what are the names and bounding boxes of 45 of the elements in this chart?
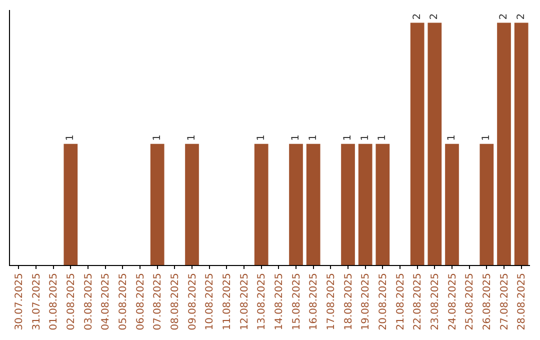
data-label: 1 <box>360 134 371 141</box>
x-tick-label: 04.08.2025 <box>100 273 112 330</box>
data-label: 1 <box>186 134 198 141</box>
x-tick-label: 22.08.2025 <box>412 273 424 330</box>
x-tick-label: 01.08.2025 <box>48 273 60 330</box>
data-label: 1 <box>308 134 319 141</box>
x-tick-label: 26.08.2025 <box>482 273 493 330</box>
x-tick-label: 08.08.2025 <box>170 273 181 330</box>
x-tick-label: 12.08.2025 <box>239 273 250 330</box>
x-tick-label: 16.08.2025 <box>308 273 320 330</box>
data-label: 1 <box>342 134 354 141</box>
x-tick-label: 06.08.2025 <box>135 273 146 330</box>
data-label: 1 <box>446 134 458 141</box>
data-label: 1 <box>481 134 492 141</box>
x-tick-label: 17.08.2025 <box>326 273 337 330</box>
data-label: 1 <box>256 134 267 141</box>
x-tick-label: 09.08.2025 <box>187 273 198 330</box>
x-tick-label: 15.08.2025 <box>291 273 302 330</box>
data-label: 1 <box>290 134 302 141</box>
x-tick-label: 13.08.2025 <box>256 273 268 330</box>
x-tick-label: 03.08.2025 <box>83 273 94 330</box>
x-tick-label: 31.07.2025 <box>31 273 42 330</box>
data-label: 1 <box>65 134 76 141</box>
data-label: 2 <box>516 13 527 20</box>
x-tick-label: 21.08.2025 <box>395 273 406 330</box>
data-label: 2 <box>498 13 510 20</box>
x-tick-label: 23.08.2025 <box>430 273 441 330</box>
x-tick-label: 07.08.2025 <box>152 273 164 330</box>
data-label: 2 <box>412 13 423 20</box>
x-tick-label: 30.07.2025 <box>14 273 25 330</box>
x-tick-label: 19.08.2025 <box>360 273 372 330</box>
x-tick-label: 14.08.2025 <box>274 273 285 330</box>
x-tick-label: 27.08.2025 <box>499 273 510 330</box>
x-tick-label: 11.08.2025 <box>222 273 233 330</box>
x-tick-label: 20.08.2025 <box>378 273 389 330</box>
x-tick-label: 24.08.2025 <box>447 273 458 330</box>
data-label: 1 <box>377 134 388 141</box>
data-label: 1 <box>152 134 163 141</box>
data-label: 2 <box>429 13 440 20</box>
x-tick-label: 28.08.2025 <box>516 273 528 330</box>
x-tick-label: 10.08.2025 <box>204 273 216 330</box>
x-tick-label: 25.08.2025 <box>464 273 476 330</box>
x-tick-label: 05.08.2025 <box>118 273 129 330</box>
x-tick-label: 18.08.2025 <box>343 273 354 330</box>
x-tick-label: 02.08.2025 <box>66 273 77 330</box>
